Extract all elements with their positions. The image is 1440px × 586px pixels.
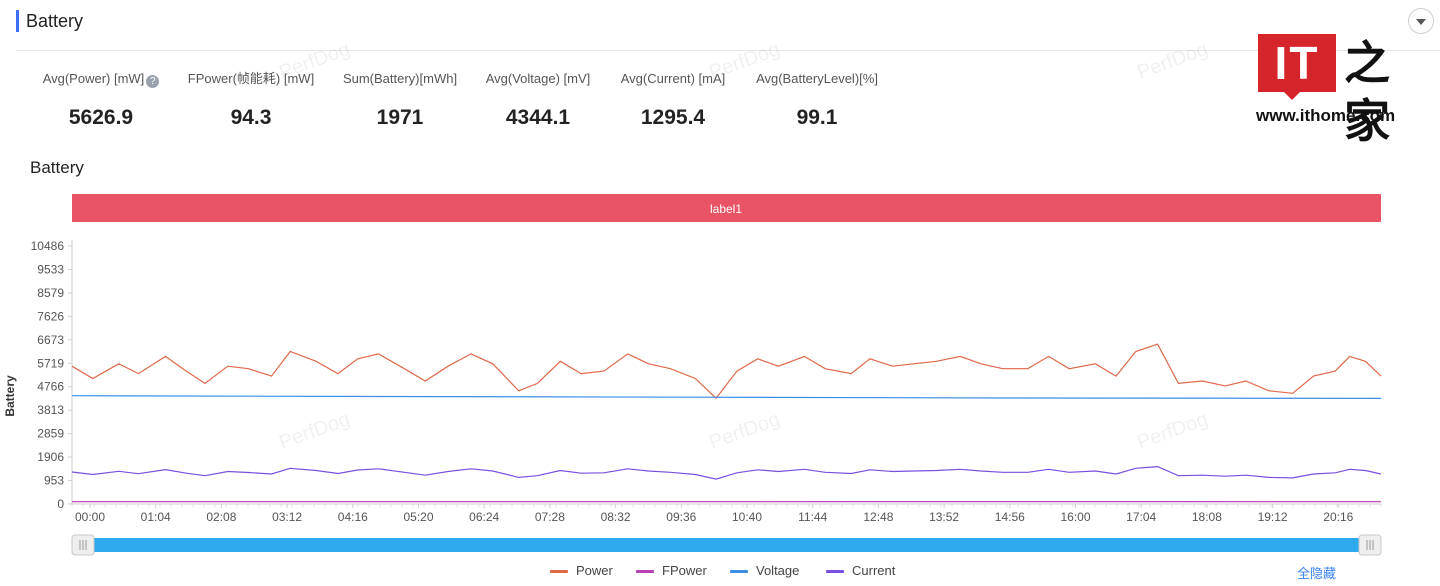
x-tick-label: 16:00 (1060, 510, 1090, 524)
stat-label: Avg(Voltage) [mV] (485, 71, 591, 86)
x-tick-label: 02:08 (206, 510, 236, 524)
stat-avg-voltage: Avg(Voltage) [mV] 4344.1 (482, 70, 594, 130)
x-tick-label: 12:48 (863, 510, 893, 524)
x-tick-label: 09:36 (666, 510, 696, 524)
logo-it: IT (1258, 34, 1336, 92)
y-tick-label: 9533 (37, 262, 64, 276)
legend-label: FPower (662, 563, 707, 578)
battery-chart: label1 0 953 1906 2859 3813 4766 5719 6673 7626 85… (3, 194, 1382, 556)
x-tick-label: 18:08 (1192, 510, 1222, 524)
stat-avg-power: Avg(Power) [mW]? 5626.9 (40, 70, 162, 130)
legend-label: Power (576, 563, 613, 578)
ithome-logo: IT 之家 www.ithome.com (1256, 34, 1418, 148)
legend-swatch (826, 570, 844, 574)
hide-all-link[interactable]: 全隐藏 (1297, 566, 1337, 581)
logo-tail (1284, 92, 1300, 100)
series-line-power (71, 343, 1382, 400)
stat-value: 1295.4 (640, 106, 706, 129)
chart-legend: Power FPower Voltage Current (0, 563, 1440, 581)
stat-label: FPower(帧能耗) [mW] (187, 71, 315, 86)
accent-bar (16, 10, 19, 32)
stat-sum-battery: Sum(Battery)[mWh] 1971 (340, 70, 460, 130)
y-tick-label: 7626 (37, 309, 64, 323)
x-tick-label: 19:12 (1258, 510, 1288, 524)
stat-label: Sum(Battery)[mWh] (342, 71, 458, 86)
legend-item-fpower[interactable]: FPower (636, 563, 707, 578)
logo-zh: 之家 (1344, 36, 1390, 148)
legend-item-power[interactable]: Power (550, 563, 613, 578)
stat-label: Avg(Current) [mA] (620, 71, 726, 86)
x-tick-label: 03:12 (272, 510, 302, 524)
legend-swatch (730, 570, 748, 574)
y-tick-label: 1906 (37, 450, 64, 464)
panel-header: Battery (16, 8, 1440, 51)
stat-fpower: FPower(帧能耗) [mW] 94.3 (186, 70, 316, 130)
stat-value: 99.1 (796, 106, 838, 129)
x-tick-label: 13:52 (929, 510, 959, 524)
x-tick-label: 08:32 (601, 510, 631, 524)
y-tick-label: 2859 (37, 427, 64, 441)
panel-title: Battery (26, 11, 84, 31)
range-slider-track[interactable] (76, 538, 1378, 552)
y-tick-label: 4766 (37, 380, 64, 394)
x-tick-label: 10:40 (732, 510, 762, 524)
stat-avg-current: Avg(Current) [mA] 1295.4 (618, 70, 728, 130)
series-line-current (71, 465, 1382, 480)
y-tick-label: 8579 (37, 286, 64, 300)
legend-item-current[interactable]: Current (826, 563, 895, 578)
logo-url: www.ithome.com (1256, 106, 1396, 125)
y-tick-label: 6673 (37, 333, 64, 347)
label-band-text: label1 (710, 202, 742, 216)
x-tick-label: 07:28 (535, 510, 565, 524)
legend-swatch (636, 570, 654, 574)
stat-value: 1971 (376, 106, 424, 129)
x-tick-label: 00:00 (75, 510, 105, 524)
y-axis-label: Battery (3, 375, 17, 417)
stat-label: Avg(BatteryLevel)[%] (756, 71, 878, 86)
stat-value: 4344.1 (505, 106, 571, 129)
x-tick-label: 14:56 (995, 510, 1025, 524)
x-tick-label: 04:16 (338, 510, 368, 524)
x-tick-label: 05:20 (403, 510, 433, 524)
legend-label: Voltage (756, 563, 800, 578)
stat-avg-battery-level: Avg(BatteryLevel)[%] 99.1 (752, 70, 882, 130)
y-tick-label: 0 (57, 497, 64, 511)
y-tick-label: 3813 (37, 403, 64, 417)
x-tick-label: 11:44 (798, 510, 827, 524)
y-tick-label: 5719 (37, 356, 64, 370)
label-band (72, 194, 1381, 222)
stat-value: 94.3 (230, 106, 272, 129)
x-tick-label: 17:04 (1126, 510, 1156, 524)
x-tick-label: 01:04 (141, 510, 171, 524)
y-tick-label: 953 (44, 474, 64, 488)
stat-value: 5626.9 (68, 106, 134, 129)
section-title: Battery (30, 158, 84, 177)
collapse-button[interactable] (1408, 8, 1434, 34)
help-icon[interactable]: ? (146, 75, 160, 88)
y-tick-label: 10486 (31, 239, 65, 253)
x-tick-label: 06:24 (469, 510, 499, 524)
stat-label: Avg(Power) [mW] (42, 71, 145, 86)
legend-label: Current (852, 563, 896, 578)
legend-swatch (550, 570, 568, 574)
x-tick-label: 20:16 (1323, 510, 1353, 524)
series-line-voltage (71, 395, 1382, 399)
chevron-down-icon (1416, 19, 1426, 25)
legend-item-voltage[interactable]: Voltage (730, 563, 799, 578)
